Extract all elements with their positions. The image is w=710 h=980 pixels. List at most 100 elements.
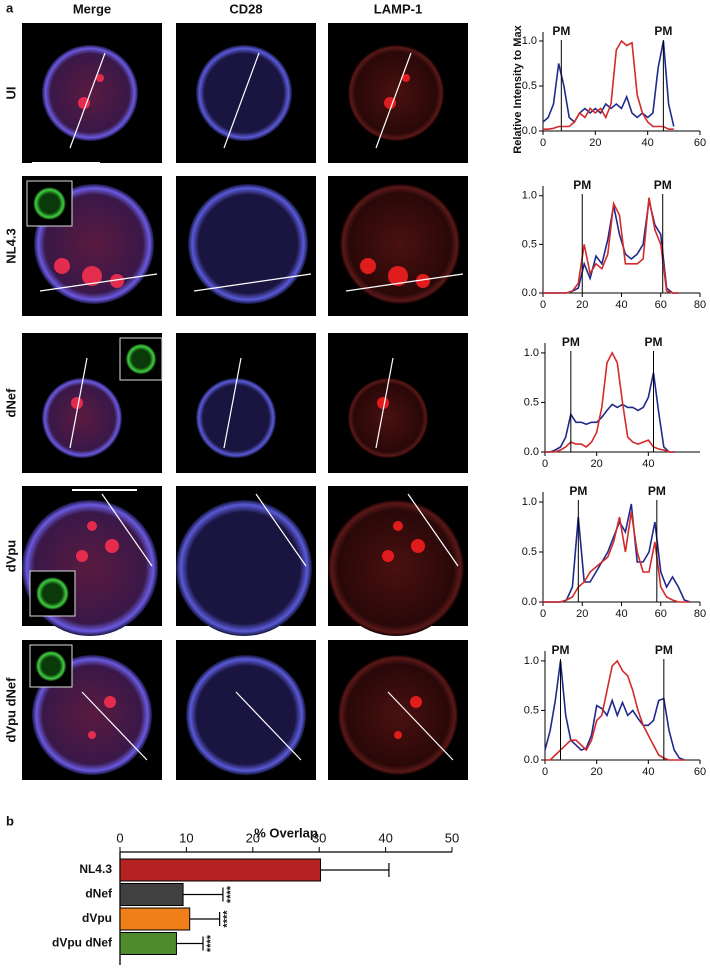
category-label: dNef <box>85 887 113 901</box>
profile-line <box>545 659 685 761</box>
y-tick-label: 1.0 <box>524 655 539 667</box>
profile-line <box>193 273 312 292</box>
row-label: dVpu <box>3 540 18 573</box>
cell <box>188 184 308 304</box>
pm-label: PM <box>573 178 591 192</box>
lamp-spot <box>54 258 70 274</box>
cell <box>328 500 464 636</box>
lamp-spot <box>416 274 430 288</box>
y-tick-label: 1.0 <box>522 35 537 47</box>
pm-label: PM <box>569 484 587 498</box>
micrograph <box>328 640 468 780</box>
x-tick-label: 50 <box>445 830 459 845</box>
profile-line <box>255 493 307 567</box>
micrograph <box>22 176 162 316</box>
inset-cell <box>33 187 66 220</box>
y-tick-label: 0.5 <box>524 396 539 408</box>
micrograph <box>22 640 162 780</box>
pm-label: PM <box>562 335 580 349</box>
x-tick-label: 60 <box>655 608 667 620</box>
cell <box>196 378 276 458</box>
pm-label: PM <box>654 178 672 192</box>
row-label: dNef <box>3 388 18 418</box>
lamp-spot <box>402 74 410 82</box>
x-tick-label: 80 <box>694 608 706 620</box>
y-tick-label: 1.0 <box>524 347 539 359</box>
x-tick-label: 10 <box>179 830 193 845</box>
micrograph <box>176 486 316 636</box>
profile-line <box>375 357 394 449</box>
x-tick-label: 60 <box>694 137 706 149</box>
x-tick-label: 40 <box>642 137 654 149</box>
micrograph <box>176 23 316 163</box>
x-tick-label: 0 <box>540 299 546 311</box>
row-label: dVpu dNef <box>3 677 18 743</box>
x-tick-label: 0 <box>542 458 548 470</box>
profile-line <box>543 200 679 294</box>
lamp-spot <box>388 266 408 286</box>
y-tick-label: 0.5 <box>522 546 537 558</box>
lamp-spot <box>82 266 102 286</box>
column-header: Merge <box>73 1 111 16</box>
lamp-spot <box>76 550 88 562</box>
x-tick-label: 20 <box>591 458 603 470</box>
bar <box>119 858 322 882</box>
column-header: CD28 <box>229 1 262 16</box>
profile-line <box>39 273 158 292</box>
significance: **** <box>222 910 234 928</box>
pm-label: PM <box>552 24 570 38</box>
bar <box>119 907 191 931</box>
micrograph <box>328 486 468 636</box>
x-tick-label: 20 <box>576 608 588 620</box>
significance: **** <box>205 934 217 952</box>
column-header: LAMP-1 <box>374 1 422 16</box>
y-tick-label: 0.0 <box>524 754 539 766</box>
row-label: NL4.3 <box>3 228 18 263</box>
profile-line <box>223 52 260 149</box>
pm-label: PM <box>648 484 666 498</box>
micrograph <box>176 176 316 316</box>
lamp-spot <box>360 258 376 274</box>
x-tick-label: 0 <box>540 137 546 149</box>
y-tick-label: 0.0 <box>522 125 537 137</box>
micrograph <box>176 333 316 473</box>
y-tick-label: 0.0 <box>524 446 539 458</box>
lamp-spot <box>96 74 104 82</box>
micrograph <box>328 176 468 316</box>
lamp-spot <box>384 97 396 109</box>
x-tick-label: 0 <box>540 608 546 620</box>
y-tick-label: 1.0 <box>522 496 537 508</box>
x-tick-label: 40 <box>615 299 627 311</box>
micrograph <box>328 23 468 163</box>
category-label: dVpu dNef <box>52 936 113 950</box>
y-tick-label: 0.0 <box>522 287 537 299</box>
y-tick-label: 0.5 <box>522 238 537 250</box>
micrograph <box>22 486 162 636</box>
cell <box>186 655 306 775</box>
lamp-spot <box>411 539 425 553</box>
x-tick-label: 20 <box>589 137 601 149</box>
profile-line <box>69 357 88 449</box>
x-tick-label: 40 <box>378 830 392 845</box>
inset-cell <box>36 577 69 610</box>
x-tick-label: 20 <box>246 830 260 845</box>
lamp-spot <box>78 97 90 109</box>
lamp-spot <box>382 550 394 562</box>
row-label: UI <box>3 87 18 100</box>
category-label: dVpu <box>82 911 112 925</box>
x-tick-label: 40 <box>642 766 654 778</box>
panel-label: a <box>6 0 14 15</box>
x-tick-label: 60 <box>694 766 706 778</box>
cell <box>42 378 122 458</box>
cell <box>338 655 458 775</box>
bar <box>119 883 184 906</box>
profile-line <box>542 40 675 127</box>
profile-line <box>407 493 459 567</box>
x-tick-label: 0 <box>116 830 123 845</box>
lamp-spot <box>410 696 422 708</box>
profile-line <box>345 273 464 292</box>
profile-line <box>545 351 675 453</box>
lamp-spot <box>105 539 119 553</box>
x-tick-label: 0 <box>542 766 548 778</box>
